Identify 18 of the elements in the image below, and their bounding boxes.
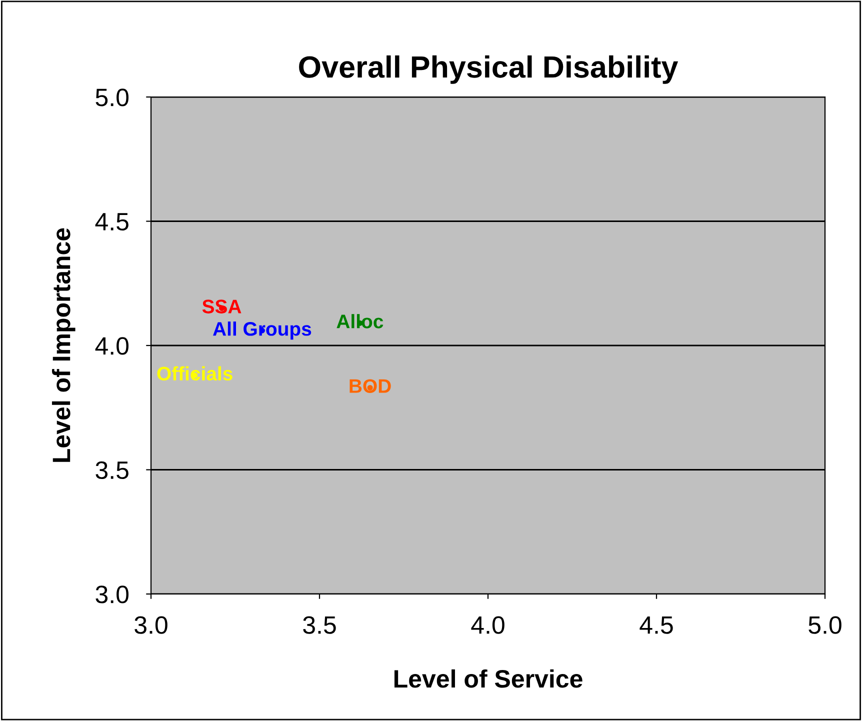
chart-title: Overall Physical Disability [299,55,678,84]
x-tick-label: 3.5 [303,616,336,634]
x-tick-label: 5.0 [808,616,842,634]
series-label: BOD [350,379,391,393]
x-tick-label: 4.0 [471,616,504,634]
y-tick-label: 3.0 [96,586,128,604]
x-axis-title: Level of Service [394,669,582,688]
series-label: SSA [202,300,242,314]
series-label: Officials [157,366,232,381]
series-label: All Groups [213,322,312,340]
y-tick-label: 5.0 [96,88,128,106]
y-axis-title: Level of Importance [52,228,76,462]
x-tick-label: 3.0 [134,616,168,634]
y-tick-label: 4.0 [95,337,128,355]
y-tick-label: 4.5 [95,213,128,231]
x-tick-label: 4.5 [640,616,673,634]
y-tick-label: 3.5 [96,461,128,480]
series-label: Alloc [336,314,384,328]
